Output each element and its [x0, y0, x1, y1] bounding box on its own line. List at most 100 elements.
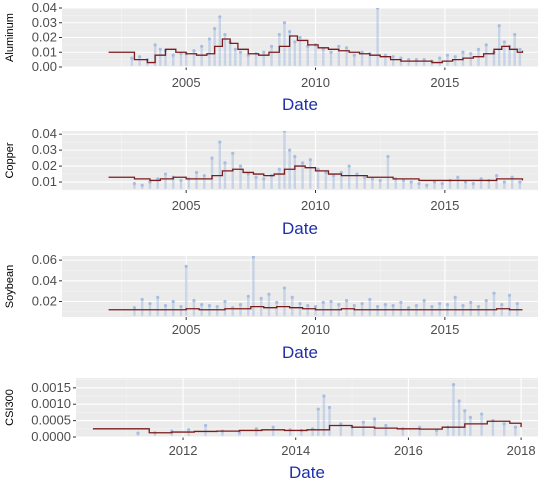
x-tick-label: 2014 [281, 443, 310, 458]
x-tick-label: 2016 [394, 443, 423, 458]
raw-volatility-point [476, 305, 481, 309]
raw-volatility-point [344, 46, 349, 50]
raw-volatility-point [321, 300, 325, 305]
x-tick-label: 2015 [430, 75, 459, 90]
raw-volatility-point [259, 296, 263, 300]
raw-volatility-point [497, 24, 501, 28]
raw-volatility-point [218, 15, 222, 19]
raw-volatility-point [132, 182, 137, 186]
raw-volatility-point [313, 305, 318, 309]
raw-volatility-point [163, 172, 168, 176]
raw-volatility-point [479, 177, 483, 181]
raw-volatility-point [293, 154, 297, 159]
y-tick-label: 0.0015 [31, 380, 71, 395]
y-tick-label: 0.01 [32, 174, 57, 189]
raw-volatility-point [363, 175, 367, 179]
raw-volatility-point [425, 183, 429, 187]
x-tick-label: 2015 [430, 198, 459, 213]
raw-volatility-point [179, 52, 183, 56]
raw-volatility-point [453, 55, 457, 59]
y-tick-label: 0.03 [32, 142, 57, 157]
raw-volatility-point [324, 170, 328, 175]
raw-volatility-point [233, 47, 237, 51]
x-axis-title: Date [282, 95, 318, 114]
y-tick-label: 0.02 [32, 158, 57, 173]
raw-volatility-point [329, 299, 333, 304]
raw-volatility-point [502, 40, 506, 44]
raw-volatility-point [422, 58, 426, 62]
y-tick-label: 0.0000 [31, 429, 71, 444]
raw-volatility-point [500, 302, 504, 307]
raw-volatility-point [422, 298, 426, 303]
raw-volatility-point [463, 409, 467, 413]
raw-volatility-point [277, 167, 281, 171]
raw-volatility-point [344, 298, 349, 303]
raw-volatility-point [476, 47, 481, 51]
raw-volatility-point [430, 305, 434, 309]
raw-volatility-point [360, 50, 364, 54]
raw-volatility-point [453, 295, 457, 299]
y-tick-label: 0.02 [32, 30, 57, 45]
raw-volatility-point [461, 50, 465, 54]
raw-volatility-point [184, 264, 188, 268]
raw-volatility-point [445, 53, 450, 57]
raw-volatility-point [401, 178, 406, 183]
raw-volatility-point [251, 256, 256, 259]
x-tick-label: 2005 [172, 75, 201, 90]
x-tick-label: 2012 [169, 443, 198, 458]
y-axis-title: CSI300 [4, 389, 16, 426]
panel-soybean: 2005 2010 2015 0.02 0.04 0.06 Date Soybean [4, 252, 538, 362]
raw-volatility-point [373, 417, 377, 421]
raw-volatility-point [384, 423, 388, 428]
raw-volatility-point [386, 154, 390, 159]
raw-volatility-point [213, 27, 217, 31]
raw-volatility-point [484, 298, 488, 303]
raw-volatility-point [339, 422, 343, 426]
raw-volatility-point [267, 292, 271, 296]
raw-volatility-point [480, 412, 484, 416]
raw-volatility-point [223, 299, 227, 304]
raw-volatility-point [158, 47, 162, 51]
x-tick-label: 2015 [430, 322, 459, 337]
x-tick-label: 2005 [172, 198, 201, 213]
raw-volatility-point [207, 37, 212, 41]
raw-volatility-point [200, 302, 204, 307]
raw-volatility-point [502, 180, 506, 184]
raw-volatility-point [469, 52, 473, 56]
y-tick-label: 0.0005 [31, 413, 71, 428]
panel-background [76, 378, 538, 437]
x-tick-label: 2010 [301, 75, 330, 90]
y-tick-label: 0.04 [32, 0, 57, 15]
raw-volatility-point [156, 177, 160, 181]
raw-volatility-point [484, 43, 488, 47]
raw-volatility-point [254, 175, 258, 179]
raw-volatility-point [282, 286, 287, 290]
raw-volatility-point [148, 301, 152, 306]
raw-volatility-point [399, 300, 403, 305]
y-tick-label: 0.06 [32, 252, 57, 267]
raw-volatility-point [391, 304, 395, 308]
raw-volatility-point [502, 422, 506, 426]
raw-volatility-point [518, 47, 522, 51]
raw-volatility-point [414, 58, 419, 62]
panel-copper: 2005 2010 2015 0.010.020.030.04 Date Copper [4, 126, 538, 238]
raw-volatility-point [370, 177, 375, 181]
raw-volatility-point [194, 170, 199, 175]
raw-volatility-point [200, 44, 204, 48]
raw-volatility-point [322, 394, 326, 398]
raw-volatility-point [238, 302, 243, 307]
raw-volatility-point [457, 399, 461, 403]
y-tick-label: 0.03 [32, 15, 57, 30]
raw-volatility-point [347, 164, 351, 168]
raw-volatility-point [140, 183, 144, 187]
step-volatility-line [108, 35, 524, 64]
raw-volatility-point [192, 298, 196, 303]
raw-volatility-point [130, 56, 134, 60]
raw-volatility-point [352, 304, 356, 308]
raw-volatility-point [288, 30, 292, 34]
raw-volatility-point [495, 174, 499, 178]
y-tick-label: 0.02 [32, 293, 57, 308]
raw-volatility-point [414, 304, 419, 308]
raw-volatility-point [148, 180, 152, 184]
raw-volatility-point [409, 180, 413, 184]
